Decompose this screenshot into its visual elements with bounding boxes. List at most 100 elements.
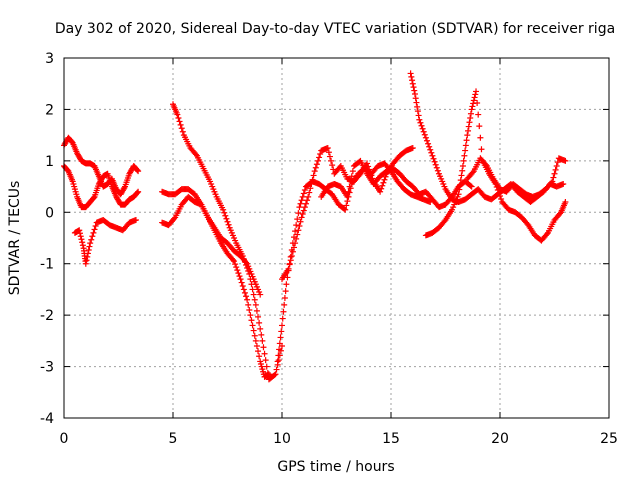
data-point — [88, 236, 95, 243]
data-point — [238, 279, 245, 286]
data-point — [468, 183, 475, 190]
data-point — [229, 256, 236, 263]
data-point — [311, 168, 318, 175]
data-point — [299, 211, 306, 217]
data-point — [78, 236, 85, 243]
data-point — [348, 173, 355, 180]
data-point — [548, 179, 555, 186]
data-point — [344, 193, 351, 200]
data-point — [467, 110, 474, 117]
data-point — [299, 193, 306, 200]
data-point — [378, 185, 385, 192]
series-pass-J — [422, 88, 569, 244]
data-point — [231, 258, 238, 265]
data-point — [428, 149, 435, 156]
data-point — [306, 189, 313, 196]
data-point — [430, 155, 437, 162]
data-point — [261, 350, 268, 357]
data-point — [235, 270, 242, 277]
data-point — [553, 163, 560, 169]
data-point — [255, 348, 262, 355]
data-point — [296, 204, 303, 211]
data-point — [135, 168, 142, 175]
data-point — [346, 189, 353, 196]
data-point — [475, 111, 482, 118]
y-tick-label: 1 — [45, 154, 54, 170]
data-point — [251, 296, 258, 303]
data-point — [463, 137, 470, 144]
data-point — [467, 115, 474, 121]
data-point — [265, 371, 272, 378]
data-point — [465, 127, 472, 134]
data-marks — [61, 70, 569, 383]
data-point — [298, 214, 305, 221]
data-point — [257, 291, 264, 298]
data-point — [274, 358, 281, 365]
data-point — [412, 95, 419, 102]
data-point — [292, 228, 299, 235]
data-point — [459, 163, 466, 169]
data-point — [407, 70, 414, 77]
data-point — [420, 128, 427, 135]
data-point — [224, 218, 231, 225]
data-point — [257, 325, 264, 332]
data-point — [325, 149, 332, 156]
data-point — [244, 265, 251, 271]
data-point — [246, 307, 253, 313]
data-point — [264, 370, 271, 376]
series-pass-E — [159, 193, 264, 298]
y-tick-label: 0 — [45, 205, 54, 221]
data-point — [308, 181, 315, 187]
data-point — [464, 132, 471, 139]
data-point — [550, 174, 557, 181]
data-point — [328, 157, 335, 164]
y-tick-label: -2 — [40, 308, 54, 324]
data-point — [296, 223, 303, 229]
data-point — [92, 223, 99, 229]
data-point — [343, 202, 350, 209]
data-point — [134, 167, 141, 174]
data-point — [349, 168, 356, 175]
y-tick-label: -4 — [40, 411, 54, 427]
data-point — [543, 231, 550, 238]
data-point — [434, 167, 441, 174]
data-point — [286, 261, 293, 268]
data-point — [365, 163, 372, 170]
data-point — [310, 172, 317, 179]
data-point — [476, 123, 483, 130]
data-point — [431, 158, 438, 165]
data-point — [329, 162, 336, 169]
data-point — [177, 121, 184, 128]
data-point — [256, 353, 263, 360]
data-point — [455, 191, 462, 198]
grid-lines — [64, 58, 609, 418]
data-point — [241, 289, 248, 296]
data-point — [411, 91, 418, 97]
data-point — [474, 100, 481, 106]
data-point — [295, 227, 302, 234]
data-point — [293, 235, 300, 242]
plot-frame — [63, 57, 610, 419]
data-point — [417, 119, 424, 126]
data-point — [427, 146, 434, 153]
axis-ticks: 0 5 10 15 20 25 -4 -3 -2 -1 0 1 2 3 — [40, 51, 618, 447]
data-point — [294, 231, 301, 238]
data-point — [552, 166, 559, 173]
data-point — [410, 84, 417, 91]
data-point — [305, 193, 312, 200]
data-point — [91, 226, 98, 233]
y-tick-label: 3 — [45, 51, 54, 67]
x-tick-label: 15 — [382, 431, 400, 447]
data-point — [364, 160, 371, 167]
data-point — [279, 315, 286, 322]
data-point — [468, 106, 475, 113]
data-point — [223, 215, 230, 222]
data-point — [234, 267, 241, 274]
data-point — [90, 229, 97, 236]
data-point — [280, 308, 287, 315]
series-pass-F — [170, 101, 285, 383]
data-point — [76, 227, 83, 234]
data-point — [429, 152, 436, 159]
data-point — [275, 352, 282, 359]
